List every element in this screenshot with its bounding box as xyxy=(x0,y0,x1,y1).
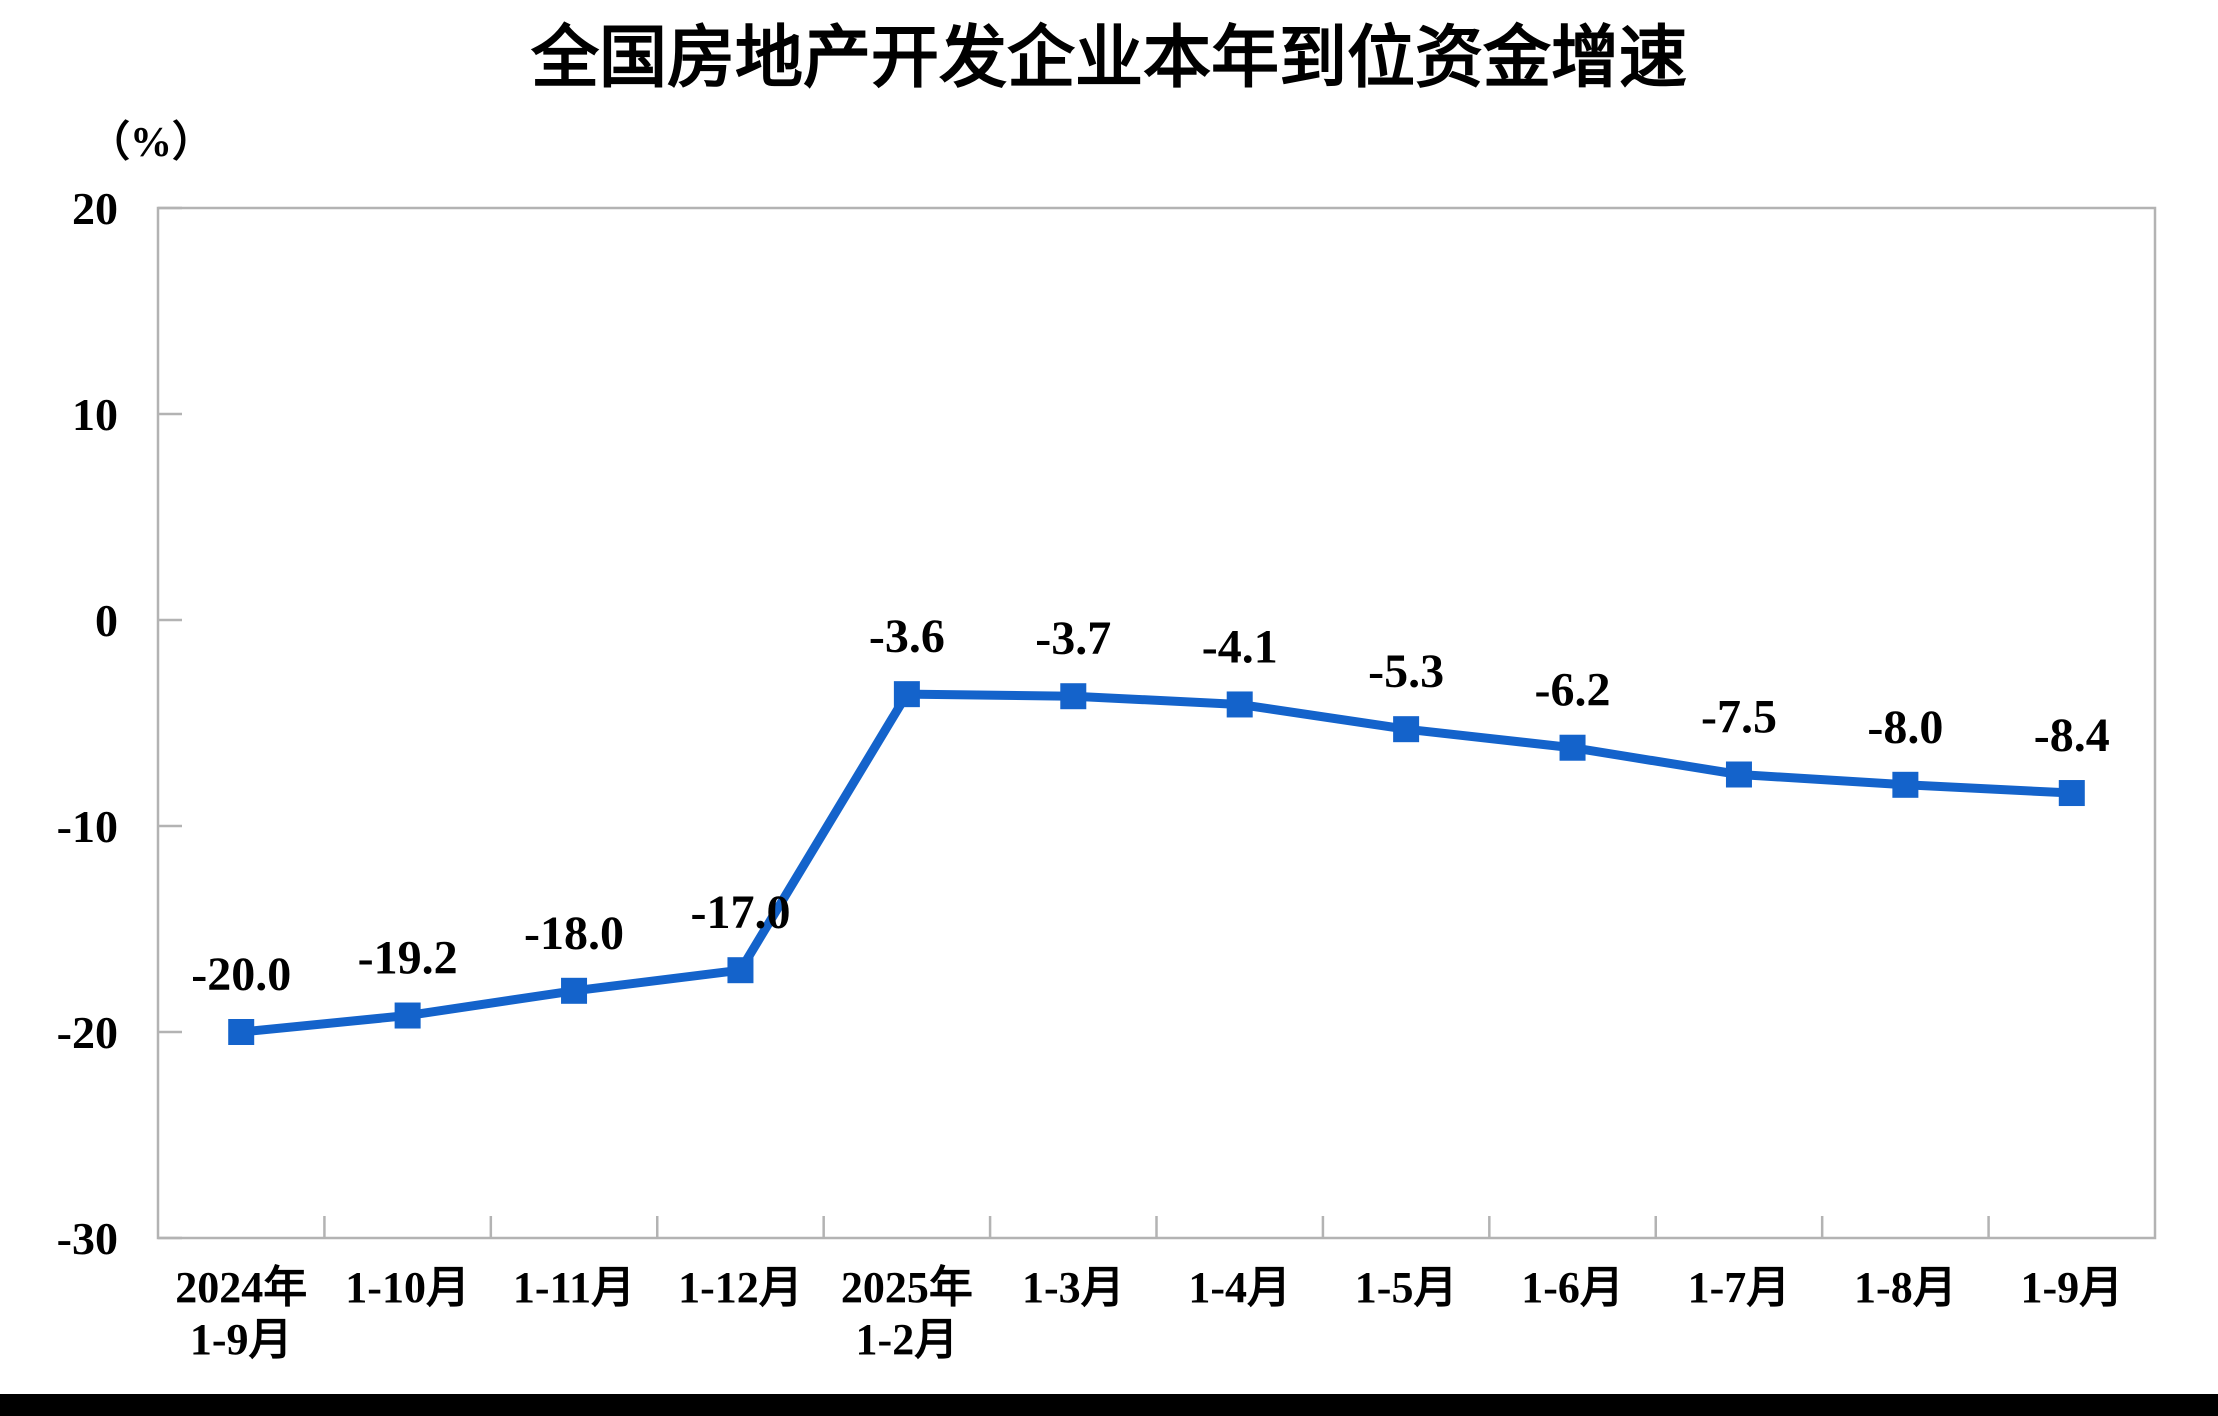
data-point-marker xyxy=(394,1002,421,1029)
bottom-black-bar xyxy=(0,1394,2218,1416)
y-tick-label: -30 xyxy=(57,1213,118,1264)
data-point-marker xyxy=(727,957,754,984)
x-axis-label: 1-12月 xyxy=(678,1263,803,1312)
series-line xyxy=(236,689,2077,1037)
data-point-marker xyxy=(1393,716,1420,743)
data-point-marker xyxy=(2058,780,2085,807)
data-point-label: -8.4 xyxy=(2034,709,2110,762)
data-point-label: -3.6 xyxy=(869,610,945,663)
data-point-marker xyxy=(1226,691,1253,718)
data-point-label: -19.2 xyxy=(358,932,458,985)
x-axis-label: 1-7月 xyxy=(1688,1263,1791,1312)
data-point-label: -20.0 xyxy=(191,948,291,1001)
x-axis-label: 1-6月 xyxy=(1521,1263,1624,1312)
data-point-marker xyxy=(1725,761,1752,788)
x-axis-label: 2024年 xyxy=(175,1263,307,1312)
data-point-label: -7.5 xyxy=(1701,691,1777,744)
chart-title: 全国房地产开发企业本年到位资金增速 xyxy=(530,19,1687,98)
x-axis-label: 1-10月 xyxy=(345,1263,470,1312)
y-tick-label: 0 xyxy=(95,595,118,646)
data-point-marker xyxy=(893,681,920,708)
data-point-label: -5.3 xyxy=(1368,645,1444,698)
y-axis-unit-label: （%） xyxy=(88,120,215,166)
x-axis-label: 1-3月 xyxy=(1022,1263,1125,1312)
y-tick-label: 20 xyxy=(72,183,118,234)
y-tick-label: 10 xyxy=(72,389,118,440)
data-point-label: -17.0 xyxy=(690,886,790,939)
x-axis-label: 1-2月 xyxy=(856,1315,959,1364)
x-axis-label: 1-5月 xyxy=(1355,1263,1458,1312)
data-point-marker xyxy=(1060,683,1087,710)
data-point-label: -18.0 xyxy=(524,907,624,960)
data-point-label: -6.2 xyxy=(1535,664,1611,717)
data-point-label: -3.7 xyxy=(1035,612,1111,665)
x-axis-label: 1-9月 xyxy=(190,1315,293,1364)
data-point-marker xyxy=(561,977,588,1004)
data-point-marker xyxy=(1559,734,1586,761)
y-tick-label: -20 xyxy=(57,1007,118,1058)
plot-border xyxy=(156,206,2157,1240)
x-axis-label: 2025年 xyxy=(841,1263,973,1312)
x-axis-label: 1-9月 xyxy=(2020,1263,2123,1312)
data-point-marker xyxy=(228,1019,255,1045)
x-axis-label: 1-8月 xyxy=(1854,1263,1957,1312)
y-tick-label: -10 xyxy=(57,801,118,852)
x-axis-label: 1-11月 xyxy=(513,1263,635,1312)
data-point-marker xyxy=(1892,771,1919,798)
x-axis-label: 1-4月 xyxy=(1188,1263,1291,1312)
data-point-label: -4.1 xyxy=(1202,620,1278,673)
data-point-label: -8.0 xyxy=(1867,701,1943,754)
